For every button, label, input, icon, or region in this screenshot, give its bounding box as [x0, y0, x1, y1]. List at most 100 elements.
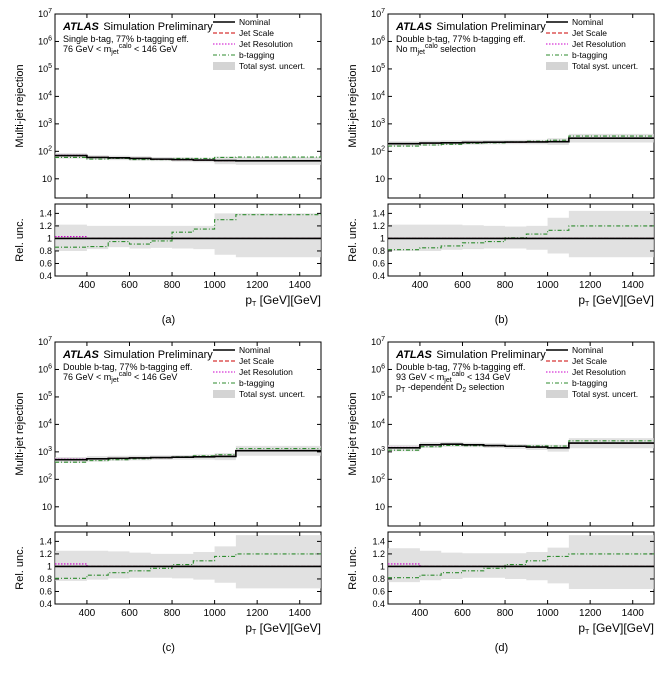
legend-entry-3: b-tagging [239, 378, 275, 388]
panel-c-sublabel: (c) [162, 642, 175, 654]
svg-text:1.4: 1.4 [39, 536, 52, 546]
bottom-plot: 0.40.60.811.21.4400600800100012001400Rel… [14, 204, 321, 308]
svg-text:pT [GeV][GeV]: pT [GeV][GeV] [245, 621, 321, 636]
svg-text:ATLAS Simulation Preliminary: ATLAS Simulation Preliminary [62, 345, 213, 362]
legend-entry-4: Total syst. uncert. [239, 61, 305, 71]
svg-text:106: 106 [371, 35, 385, 46]
svg-text:104: 104 [371, 90, 385, 101]
svg-text:0.6: 0.6 [372, 258, 385, 268]
svg-text:0.8: 0.8 [39, 574, 52, 584]
legend-entry-0: Nominal [239, 17, 270, 27]
legend-entry-0: Nominal [239, 345, 270, 355]
svg-text:Rel. unc.: Rel. unc. [347, 546, 359, 589]
legend-entry-1: Jet Scale [239, 28, 274, 38]
svg-text:102: 102 [38, 473, 52, 484]
legend-entry-2: Jet Resolution [572, 39, 626, 49]
svg-text:103: 103 [371, 446, 385, 457]
svg-text:102: 102 [38, 145, 52, 156]
legend-entry-4: Total syst. uncert. [239, 389, 305, 399]
svg-text:1200: 1200 [246, 608, 269, 619]
svg-text:1400: 1400 [288, 608, 311, 619]
svg-text:102: 102 [371, 145, 385, 156]
panel-d-sublabel: (d) [495, 642, 508, 654]
legend-entry-4: Total syst. uncert. [572, 389, 638, 399]
legend-entry-4: Total syst. uncert. [572, 61, 638, 71]
svg-text:0.8: 0.8 [372, 574, 385, 584]
svg-text:Rel. unc.: Rel. unc. [14, 546, 26, 589]
svg-text:1200: 1200 [579, 608, 602, 619]
svg-text:pT [GeV][GeV]: pT [GeV][GeV] [578, 621, 654, 636]
svg-text:Multi-jet rejection: Multi-jet rejection [14, 392, 26, 475]
svg-text:1400: 1400 [621, 608, 644, 619]
svg-text:10: 10 [41, 174, 51, 184]
legend-entry-1: Jet Scale [572, 356, 607, 366]
svg-text:105: 105 [371, 391, 385, 402]
svg-text:0.4: 0.4 [372, 271, 385, 281]
svg-text:0.8: 0.8 [372, 246, 385, 256]
svg-text:ATLAS Simulation Preliminary: ATLAS Simulation Preliminary [395, 17, 546, 34]
bottom-plot: 0.4 0.6 0.8 1 1.2 1.4 400 600 800 1000 1200 1400 Rel… [14, 532, 321, 636]
svg-text:400: 400 [411, 608, 428, 619]
svg-text:1000: 1000 [203, 280, 226, 291]
svg-text:1.2: 1.2 [372, 549, 385, 559]
svg-text:0.4: 0.4 [39, 271, 52, 281]
svg-text:1000: 1000 [203, 608, 226, 619]
panel-d-svg: 10102103104105106107Multi-jet rejectionA… [342, 336, 662, 638]
svg-text:400: 400 [78, 608, 95, 619]
panel-b: 10102103104105106107Multi-jet rejectionA… [335, 8, 668, 326]
info-line-1: 76 GeV < mjetcalo < 146 GeV [63, 371, 177, 384]
svg-text:107: 107 [38, 8, 52, 19]
legend-entry-1: Jet Scale [572, 28, 607, 38]
svg-text:1.2: 1.2 [39, 549, 52, 559]
info-line-1: 76 GeV < mjetcalo < 146 GeV [63, 43, 177, 56]
panel-d: 10102103104105106107Multi-jet rejectionA… [335, 336, 668, 654]
svg-text:1.2: 1.2 [39, 221, 52, 231]
panel-a-svg: 10102103104105106107Multi-jet rejectionA… [9, 8, 329, 310]
svg-text:105: 105 [38, 63, 52, 74]
svg-text:ATLAS Simulation Preliminary: ATLAS Simulation Preliminary [395, 345, 546, 362]
svg-text:103: 103 [38, 118, 52, 129]
svg-text:1200: 1200 [579, 280, 602, 291]
svg-text:600: 600 [121, 280, 138, 291]
svg-text:600: 600 [454, 280, 471, 291]
legend-entry-0: Nominal [572, 17, 603, 27]
svg-text:105: 105 [371, 63, 385, 74]
svg-text:1: 1 [46, 233, 51, 243]
svg-text:Multi-jet rejection: Multi-jet rejection [347, 392, 359, 475]
svg-text:10: 10 [41, 502, 51, 512]
info-line-2: pT -dependent D2 selection [396, 382, 504, 394]
svg-text:800: 800 [163, 608, 180, 619]
svg-text:600: 600 [454, 608, 471, 619]
svg-text:1: 1 [46, 561, 51, 571]
svg-text:103: 103 [38, 446, 52, 457]
svg-text:Multi-jet rejection: Multi-jet rejection [14, 64, 26, 147]
top-plot: 10102103104105106107Multi-jet rejectionA… [347, 8, 654, 198]
panel-a: 10102103104105106107Multi-jet rejectionA… [2, 8, 335, 326]
info-line-1: No mjetcalo selection [396, 43, 476, 56]
panel-c-svg: 10102103104105106107Multi-jet rejectionA… [9, 336, 329, 638]
svg-text:Rel. unc.: Rel. unc. [14, 218, 26, 261]
svg-text:600: 600 [121, 608, 138, 619]
svg-text:800: 800 [496, 280, 513, 291]
svg-text:107: 107 [38, 336, 52, 347]
legend-entry-3: b-tagging [239, 50, 275, 60]
panel-b-svg: 10102103104105106107Multi-jet rejectionA… [342, 8, 662, 310]
svg-text:0.6: 0.6 [39, 586, 52, 596]
svg-text:1400: 1400 [621, 280, 644, 291]
legend-entry-0: Nominal [572, 345, 603, 355]
legend-entry-1: Jet Scale [239, 356, 274, 366]
svg-text:107: 107 [371, 336, 385, 347]
svg-text:0.4: 0.4 [39, 599, 52, 609]
legend-entry-3: b-tagging [572, 50, 608, 60]
svg-text:1: 1 [379, 561, 384, 571]
bottom-plot: 0.40.60.811.21.4400600800100012001400Rel… [347, 204, 654, 308]
svg-text:Rel. unc.: Rel. unc. [347, 218, 359, 261]
legend-entry-3: b-tagging [572, 378, 608, 388]
svg-text:1.4: 1.4 [39, 208, 52, 218]
svg-text:0.8: 0.8 [39, 246, 52, 256]
svg-text:104: 104 [38, 418, 52, 429]
svg-text:1000: 1000 [536, 280, 559, 291]
svg-text:105: 105 [38, 391, 52, 402]
svg-text:102: 102 [371, 473, 385, 484]
legend-entry-2: Jet Resolution [239, 39, 293, 49]
